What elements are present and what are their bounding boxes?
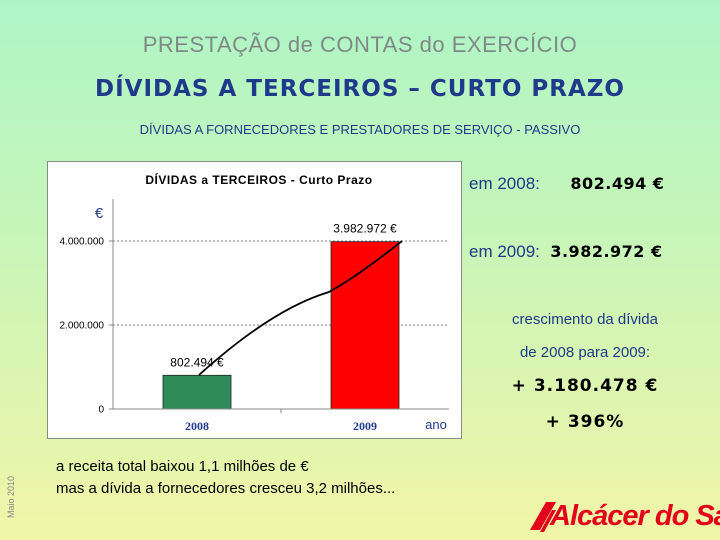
value-2008-number: 802.494 € <box>570 174 665 193</box>
bar-2008 <box>162 374 232 410</box>
value-2009-number: 3.982.972 € <box>550 242 663 261</box>
page-subtitle: DÍVIDAS A FORNECEDORES E PRESTADORES DE … <box>139 122 581 137</box>
logo-flag-icon <box>530 502 556 532</box>
note-line2: mas a dívida a fornecedores cresceu 3,2 … <box>56 480 396 497</box>
note-line1: a receita total baixou 1,1 milhões de € <box>56 458 309 475</box>
value-2008: em 2008: 802.494 € <box>469 174 664 194</box>
x-tick-label: 2008 <box>185 419 209 433</box>
side-date: Maio 2010 <box>6 475 16 518</box>
growth-percent: + 396% <box>545 412 625 432</box>
data-label: 3.982.972 € <box>333 222 397 236</box>
trend-line <box>198 240 403 376</box>
y-tick-label: 4.000.000 <box>60 237 105 248</box>
chart-title: DÍVIDAS a TERCEIROS - Curto Prazo <box>145 172 372 187</box>
growth-text-line2: de 2008 para 2009: <box>519 344 651 361</box>
chart-ylabel: € <box>95 205 104 222</box>
value-2009: em 2009: 3.982.972 € <box>469 242 663 262</box>
logo-text: Alcácer do Sal <box>550 500 720 532</box>
bar-2009 <box>330 241 400 410</box>
x-tick-label: 2009 <box>353 419 377 433</box>
chart-xlabel: ano <box>425 417 447 432</box>
growth-text-line1: crescimento da dívida <box>512 311 658 328</box>
y-tick-label: 0 <box>98 405 104 416</box>
value-2009-label: em 2009: <box>469 242 540 261</box>
data-label: 802.494 € <box>170 355 224 369</box>
page-heading: DÍVIDAS A TERCEIROS – CURTO PRAZO <box>95 76 625 102</box>
y-tick-label: 2.000.000 <box>60 321 105 332</box>
value-2008-label: em 2008: <box>469 174 540 193</box>
page-title: PRESTAÇÃO de CONTAS do EXERCÍCIO <box>142 32 578 57</box>
bar-chart: DÍVIDAS a TERCEIROS - Curto Prazo € ano … <box>60 172 449 433</box>
growth-amount: + 3.180.478 € <box>511 376 659 396</box>
